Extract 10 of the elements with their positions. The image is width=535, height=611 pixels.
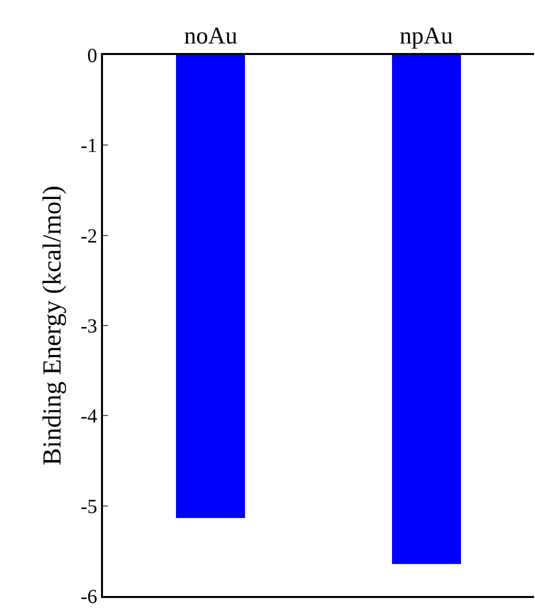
x-tick-label: npAu [400,24,453,50]
y-tick-label: -3 [80,316,98,338]
y-tick-label: -5 [80,496,98,518]
y-axis-title: Binding Energy (kcal/mol) [37,186,66,466]
y-tick-label: -6 [80,586,98,608]
y-tick-label: -4 [80,406,98,428]
y-tick-label: -1 [80,135,98,158]
x-tick-label: noAu [184,24,238,50]
y-tick-label: 0 [87,45,98,67]
y-tick-label: -2 [80,225,98,248]
